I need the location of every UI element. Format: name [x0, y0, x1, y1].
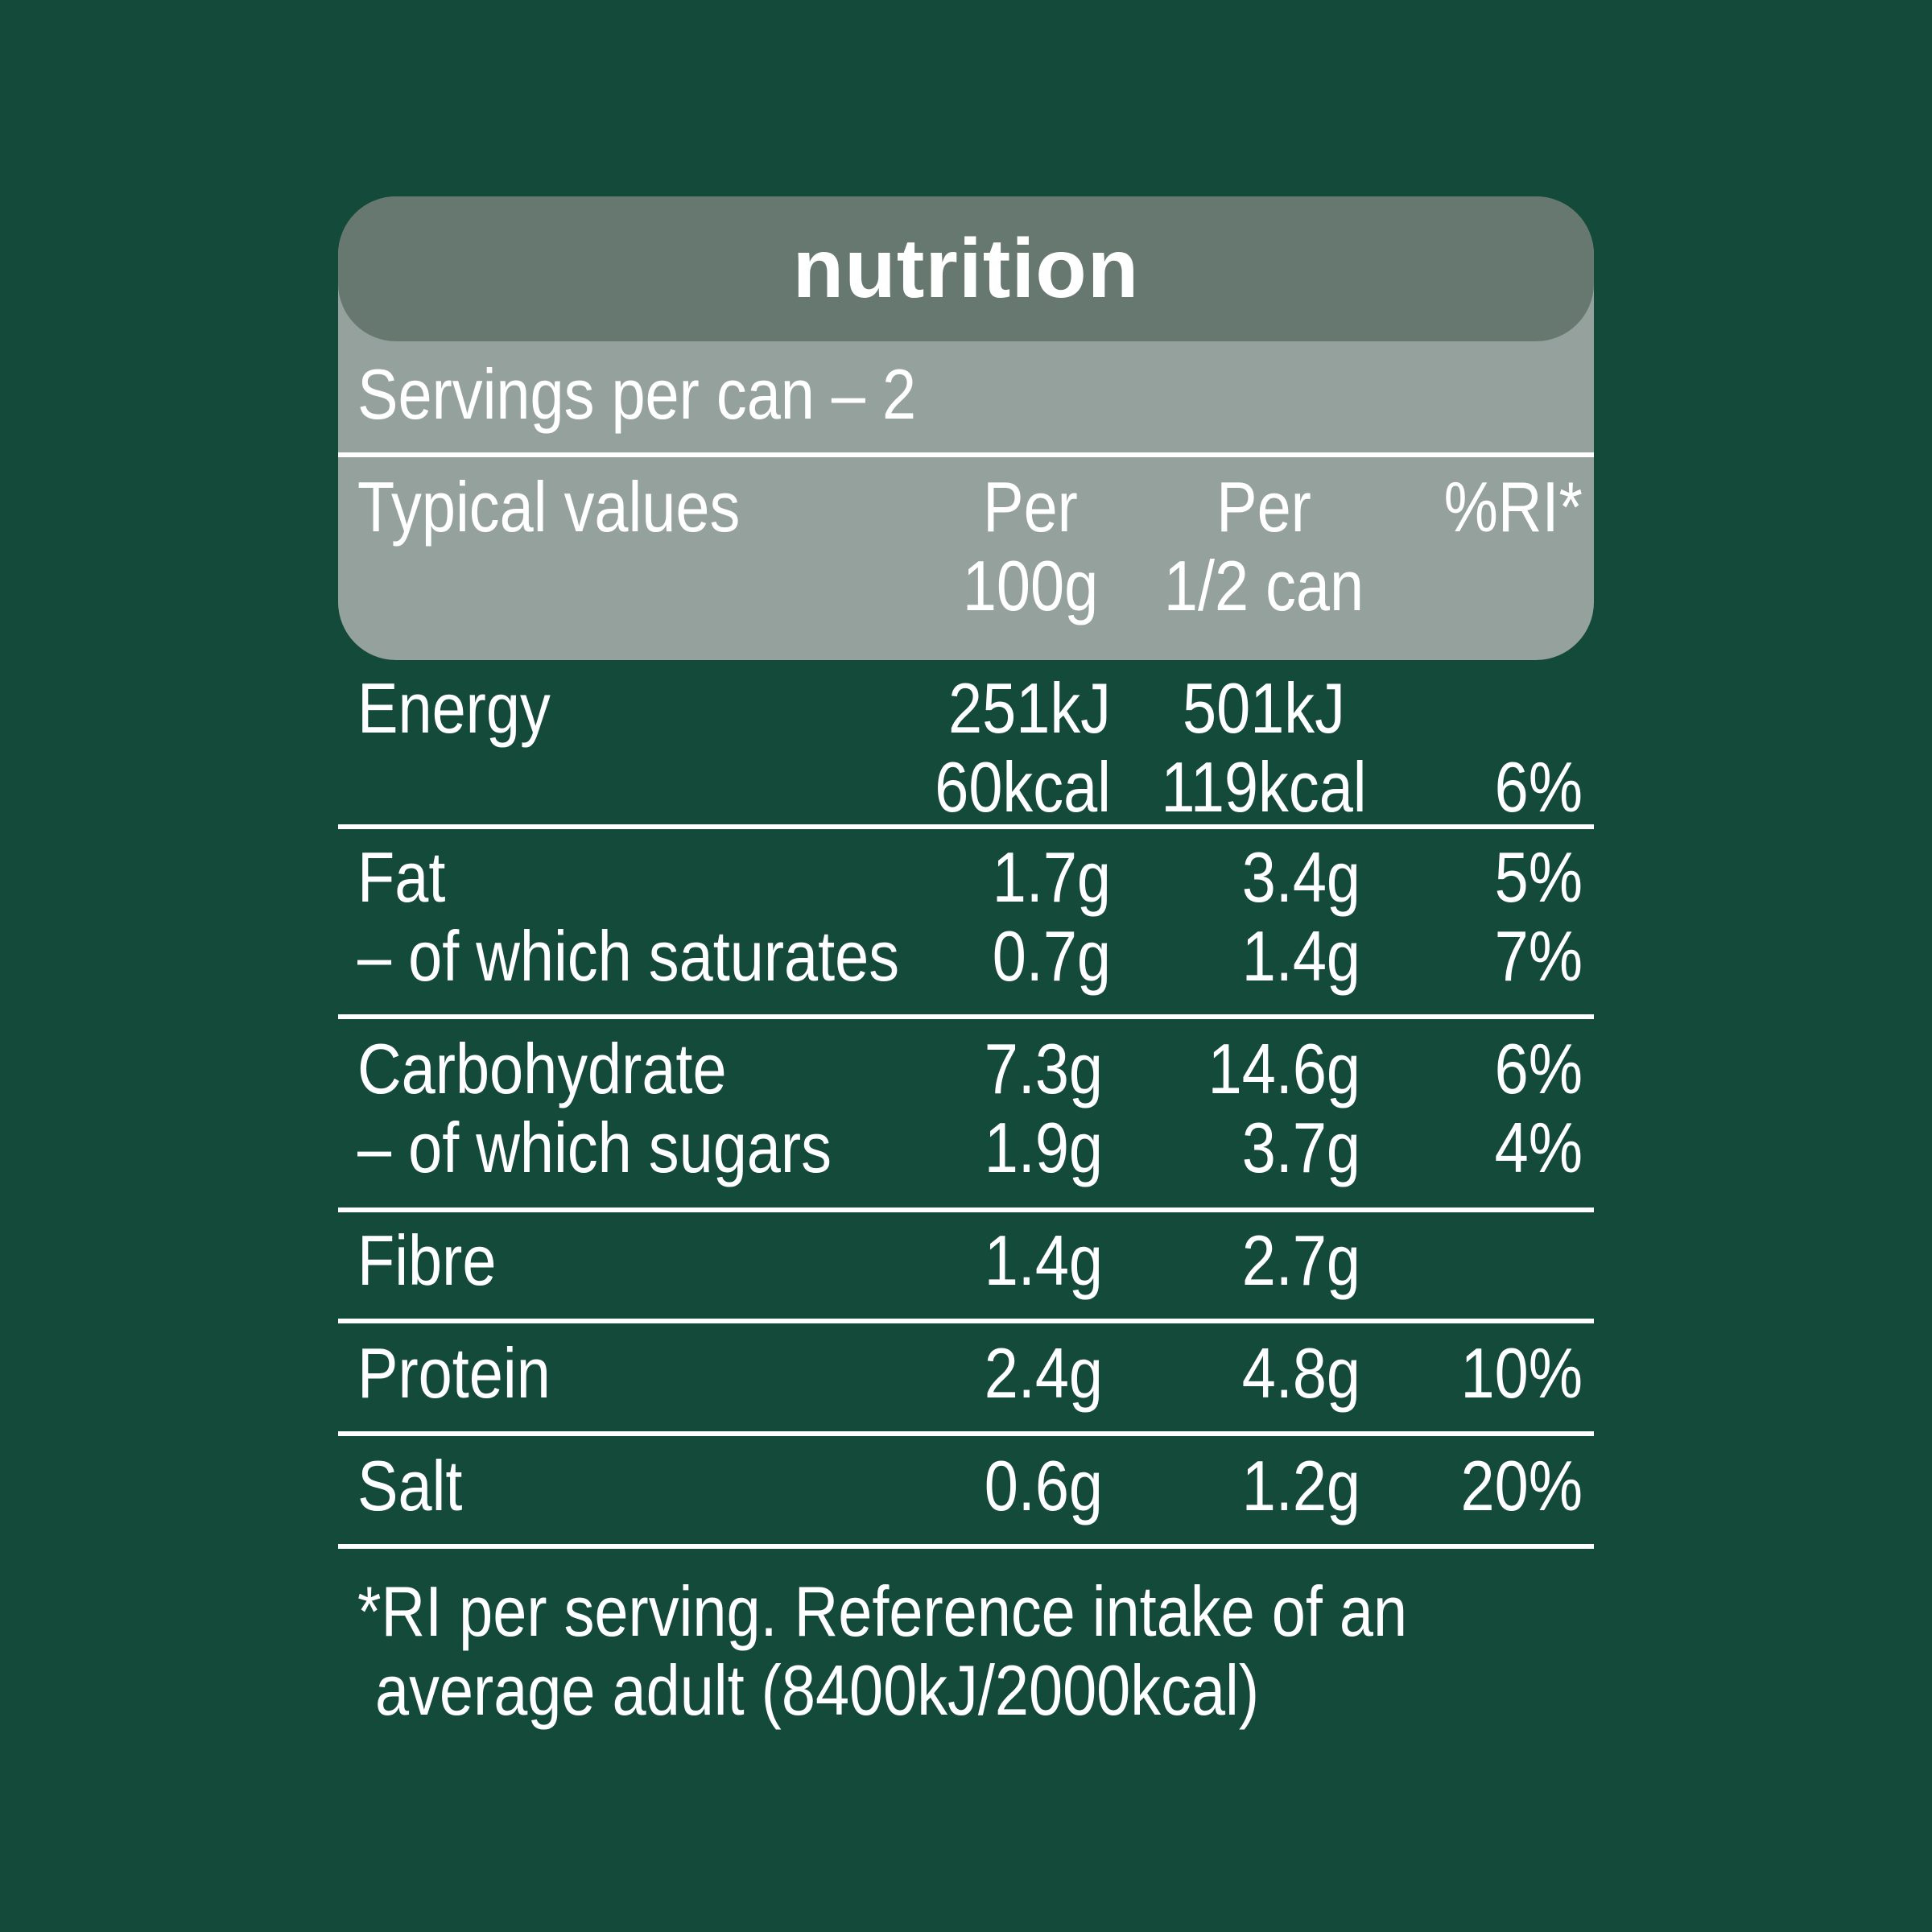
row-sugars-per100: 1.9g [984, 1108, 1103, 1187]
header-divider [338, 452, 1594, 457]
column-header-per-100g-line1: Per [983, 467, 1078, 547]
row-salt-per100: 0.6g [984, 1446, 1103, 1525]
row-saturates-perhalf: 1.4g [1241, 916, 1360, 996]
row-salt-label: Salt [357, 1446, 463, 1525]
row-fibre-per100: 1.4g [984, 1220, 1103, 1300]
row-divider-energy [338, 824, 1594, 829]
footnote-line2: average adult (8400kJ/2000kcal) [375, 1650, 1260, 1730]
row-energy-per100-kj: 251kJ [948, 668, 1111, 748]
row-protein-per100: 2.4g [984, 1333, 1103, 1413]
row-fat-label: Fat [357, 837, 446, 917]
row-sugars-perhalf: 3.7g [1241, 1108, 1360, 1187]
row-divider-salt [338, 1544, 1594, 1549]
column-header-per-half-can-line1: Per [1216, 467, 1311, 547]
row-protein-perhalf: 4.8g [1241, 1333, 1360, 1413]
row-energy-label: Energy [357, 668, 551, 748]
row-energy-perhalf-kcal: 119kcal [1161, 747, 1367, 827]
row-saturates-per100: 0.7g [992, 916, 1111, 996]
column-header-typical-values: Typical values [357, 467, 741, 547]
row-carbohydrate-per100: 7.3g [984, 1029, 1103, 1108]
row-fibre-perhalf: 2.7g [1241, 1220, 1360, 1300]
column-header-per-half-can-line2: 1/2 can [1163, 546, 1364, 625]
row-sugars-ri: 4% [1494, 1108, 1583, 1187]
servings-per-can: Servings per can – 2 [357, 354, 917, 434]
row-salt-perhalf: 1.2g [1241, 1446, 1360, 1525]
row-divider-fibre [338, 1319, 1594, 1323]
row-fat-per100: 1.7g [992, 837, 1111, 917]
footnote-line1: *RI per serving. Reference intake of an [357, 1571, 1408, 1651]
row-fibre-label: Fibre [357, 1220, 497, 1300]
row-energy-perhalf-kj: 501kJ [1183, 668, 1345, 748]
nutrition-title: nutrition [792, 222, 1140, 316]
column-header-ri: %RI* [1443, 467, 1583, 547]
row-divider-carbohydrate [338, 1208, 1594, 1212]
row-carbohydrate-label: Carbohydrate [357, 1029, 727, 1108]
row-fat-perhalf: 3.4g [1241, 837, 1360, 917]
row-sugars-label: – of which sugars [357, 1108, 832, 1187]
row-carbohydrate-ri: 6% [1494, 1029, 1583, 1108]
column-header-per-100g-line2: 100g [962, 546, 1099, 625]
row-divider-fat [338, 1014, 1594, 1019]
nutrition-label: nutrition Servings per can – 2 Typical v… [338, 196, 1594, 1774]
row-energy-ri: 6% [1494, 747, 1583, 827]
row-energy-per100-kcal: 60kcal [935, 747, 1111, 827]
row-protein-label: Protein [357, 1333, 551, 1413]
row-saturates-ri: 7% [1494, 916, 1583, 996]
row-fat-ri: 5% [1494, 837, 1583, 917]
row-protein-ri: 10% [1460, 1333, 1583, 1413]
row-divider-protein [338, 1431, 1594, 1436]
row-salt-ri: 20% [1460, 1446, 1583, 1525]
row-carbohydrate-perhalf: 14.6g [1208, 1029, 1360, 1108]
row-saturates-label: – of which saturates [357, 916, 900, 996]
title-bar [338, 196, 1594, 341]
